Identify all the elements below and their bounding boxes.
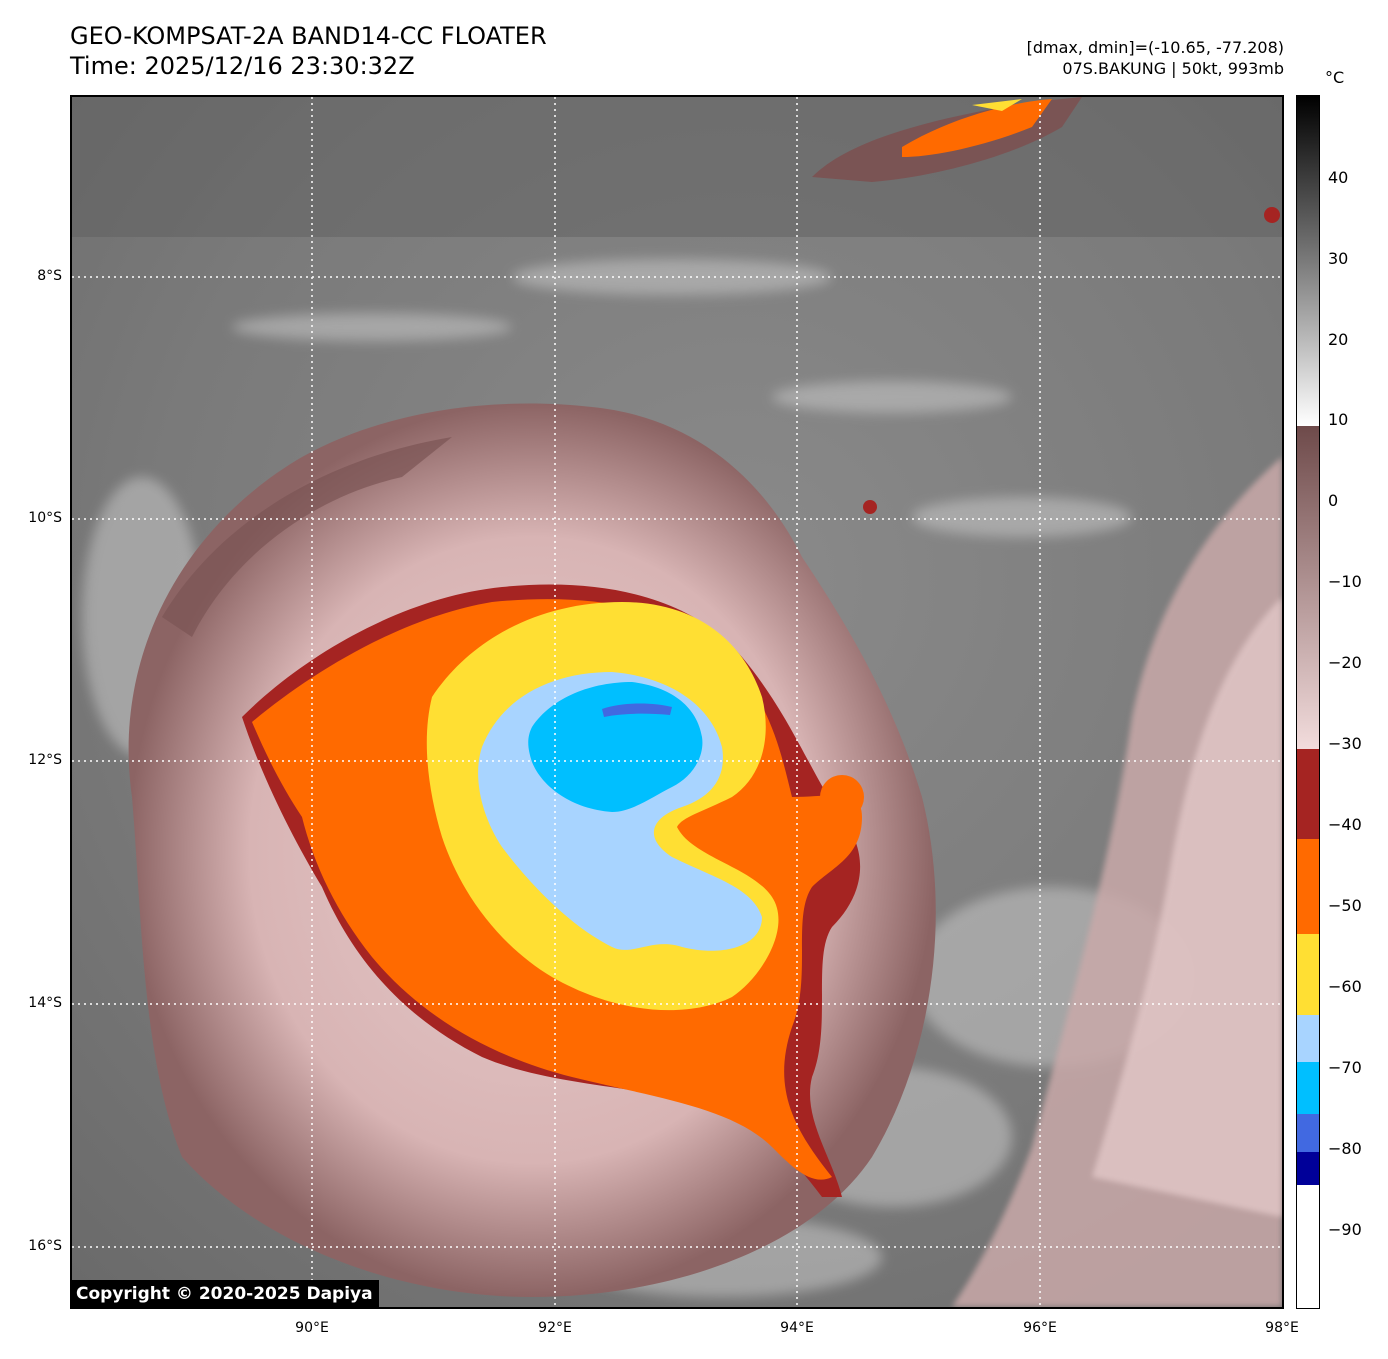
satellite-map xyxy=(70,95,1284,1309)
colorbar-lightblue-segment xyxy=(1297,1015,1319,1062)
lon-label-90e: 90°E xyxy=(295,1320,329,1336)
colorbar-tick-30: 30 xyxy=(1328,249,1349,268)
lat-label-8s: 8°S xyxy=(37,268,62,284)
timestamp: Time: 2025/12/16 23:30:32Z xyxy=(70,52,415,80)
colorbar-tick-10: 10 xyxy=(1328,410,1349,429)
colorbar-tick-minus40: −40 xyxy=(1328,815,1362,834)
lat-label-16s: 16°S xyxy=(28,1238,62,1254)
colorbar-navy-segment xyxy=(1297,1152,1319,1185)
colorbar-royalblue-segment xyxy=(1297,1114,1319,1152)
colorbar-darkred-segment xyxy=(1297,749,1319,839)
colorbar-tick-minus30: −30 xyxy=(1328,734,1362,753)
colorbar-orange-segment xyxy=(1297,839,1319,934)
dmax-dmin-readout: [dmax, dmin]=(-10.65, -77.208) xyxy=(1026,38,1284,57)
colorbar-white-segment xyxy=(1297,1185,1319,1308)
colorbar-gray-segment xyxy=(1297,96,1319,426)
colorbar-tick-minus60: −60 xyxy=(1328,977,1362,996)
copyright-notice: Copyright © 2020-2025 Dapiya xyxy=(70,1280,379,1308)
colorbar-tick-minus90: −90 xyxy=(1328,1220,1362,1239)
storm-skyblue-core xyxy=(528,682,703,812)
colorbar xyxy=(1296,95,1320,1309)
colorbar-tick-minus80: −80 xyxy=(1328,1139,1362,1158)
colorbar-skyblue-segment xyxy=(1297,1062,1319,1114)
colorbar-tick-minus10: −10 xyxy=(1328,572,1362,591)
lon-label-94e: 94°E xyxy=(780,1320,814,1336)
lon-label-96e: 96°E xyxy=(1023,1320,1057,1336)
colorbar-tick-40: 40 xyxy=(1328,168,1349,187)
lon-label-92e: 92°E xyxy=(538,1320,572,1336)
chart-title: GEO-KOMPSAT-2A BAND14-CC FLOATER xyxy=(70,22,547,50)
colorbar-tick-minus50: −50 xyxy=(1328,896,1362,915)
map-grid xyxy=(72,97,1282,1307)
lat-label-14s: 14°S xyxy=(28,995,62,1011)
colorbar-tick-20: 20 xyxy=(1328,330,1349,349)
colorbar-yellow-segment xyxy=(1297,934,1319,1015)
lat-label-12s: 12°S xyxy=(28,752,62,768)
colorbar-tick-0: 0 xyxy=(1328,491,1339,510)
lat-label-10s: 10°S xyxy=(28,510,62,526)
lon-label-98e: 98°E xyxy=(1265,1320,1299,1336)
colorbar-tick-minus70: −70 xyxy=(1328,1058,1362,1077)
storm-royalblue-spot xyxy=(602,703,672,717)
storm-info: 07S.BAKUNG | 50kt, 993mb xyxy=(1062,59,1284,78)
colorbar-pink-segment xyxy=(1297,426,1319,749)
colorbar-unit: °C xyxy=(1325,68,1345,87)
colorbar-tick-minus20: −20 xyxy=(1328,653,1362,672)
